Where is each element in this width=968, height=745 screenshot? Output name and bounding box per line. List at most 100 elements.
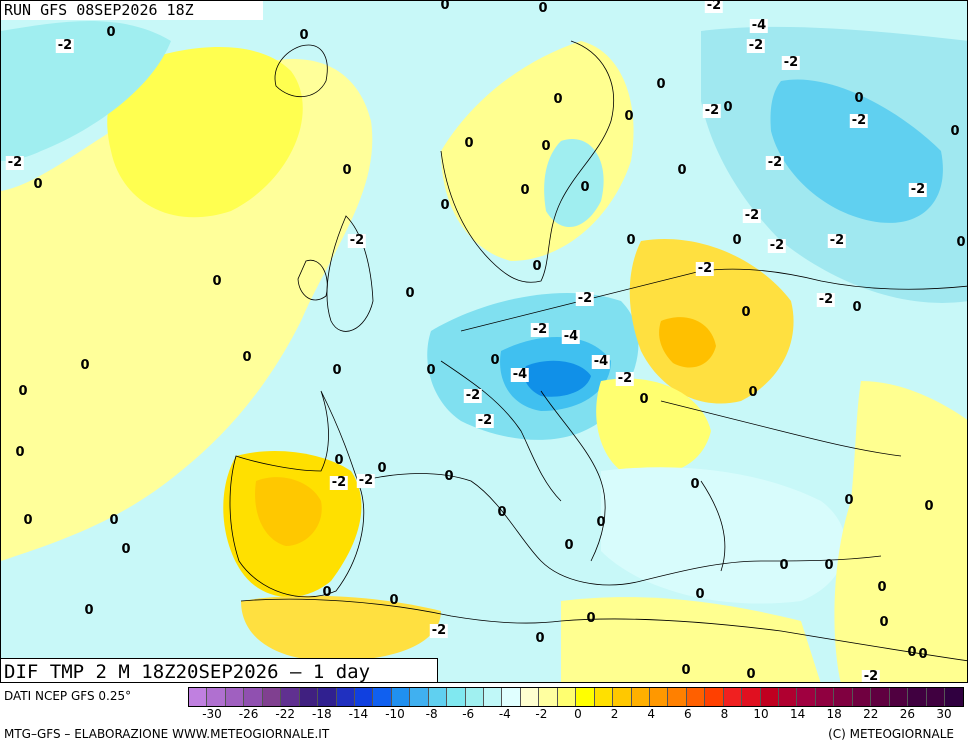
color-scale-swatch [668,688,687,706]
contour-label: 0 [950,124,960,139]
contour-label: 0 [440,0,450,13]
color-scale-tick-label: -30 [202,707,222,721]
contour-label: -2 [329,475,349,490]
contour-label: 0 [748,385,758,400]
contour-label: -2 [861,669,881,683]
color-scale-swatch [502,688,521,706]
color-scale-swatch [944,688,964,706]
color-scale-swatch [871,688,890,706]
contour-label: -2 [827,233,847,248]
color-scale-tick-label: 6 [683,707,692,721]
contour-label: 0 [342,163,352,178]
contour-label: -2 [704,0,724,13]
contour-label: 0 [779,558,789,573]
color-scale-swatch [594,688,614,706]
contour-label: 0 [723,100,733,115]
contour-label: 0 [464,136,474,151]
contour-label: 0 [389,593,399,608]
color-scale-tick-label: -18 [311,707,332,721]
color-scale-tick-label: -2 [535,707,548,721]
contour-label: 0 [746,667,756,682]
color-scale-swatch [557,688,577,706]
color-scale-swatch [336,688,355,706]
contour-label: 0 [626,233,636,248]
contour-label: 0 [741,305,751,320]
credit-right: (C) METEOGIORNALE [828,727,954,741]
color-scale-tick-label: -4 [498,707,511,721]
color-scale-tick-label: -26 [238,707,259,721]
contour-label: 0 [824,558,834,573]
field-title: DIF TMP 2 M 18Z20SEP2026 – 1 day [1,658,438,682]
color-scale-swatch [262,688,282,706]
contour-label: 0 [84,603,94,618]
contour-label: 0 [332,363,342,378]
contour-label: 0 [690,477,700,492]
contour-label: -2 [695,261,715,276]
color-scale-swatch [207,688,226,706]
color-scale-swatch [447,688,466,706]
contour-label: -4 [749,18,769,33]
contour-label: 0 [440,198,450,213]
contour-label: 0 [444,469,454,484]
color-scale-swatch [539,688,558,706]
contour-label: 0 [426,363,436,378]
color-scale-ticks: -30 -26 -22 -18 -14 -10 -8 -6 -4 -2 0 2 4 6 8 10 14 18 22 2… [188,707,968,725]
contour-label: -2 [429,623,449,638]
color-scale-swatch [926,688,945,706]
contour-label: -4 [591,354,611,369]
contour-label: 0 [580,180,590,195]
color-scale-tick-label: 14 [789,707,806,721]
contour-label: -2 [347,233,367,248]
contour-label: 0 [852,300,862,315]
contour-label: 0 [109,513,119,528]
color-scale-tick-label: 2 [610,707,619,721]
contour-label: 0 [106,25,116,40]
color-scale-swatch [318,688,337,706]
contour-label: -2 [746,38,766,53]
contour-label: -2 [765,155,785,170]
contour-label: 0 [33,177,43,192]
contour-label: 0 [732,233,742,248]
color-scale-tick-label: -8 [425,707,438,721]
contour-label: -2 [356,473,376,488]
contour-label: 0 [918,647,928,662]
color-scale-swatch [852,688,872,706]
contour-label: -2 [5,155,25,170]
contour-label: -2 [530,322,550,337]
contour-label: 0 [877,580,887,595]
contour-label: 0 [956,235,966,250]
contour-label: 0 [80,358,90,373]
contour-label: 0 [553,92,563,107]
contour-label: 0 [497,505,507,520]
color-scale-swatch [225,688,245,706]
color-scale-tick-label: 4 [647,707,656,721]
color-scale-swatch [189,688,208,706]
contour-label: 0 [334,453,344,468]
color-scale-bar [188,687,965,707]
color-scale-swatch [760,688,779,706]
color-scale-tick-label: 26 [899,707,916,721]
color-scale-swatch [484,688,503,706]
color-scale-swatch [244,688,263,706]
contour-label: -2 [742,208,762,223]
contour-label: 0 [596,515,606,530]
color-scale-swatch [576,688,595,706]
color-scale-swatch [520,688,540,706]
color-scale-tick-label: -14 [348,707,369,721]
contour-label: -2 [908,182,928,197]
contour-label: -2 [849,113,869,128]
color-scale-tick-label: 30 [936,707,952,721]
color-scale-tick-label: 0 [574,707,582,721]
contour-label: -4 [510,367,530,382]
contour-label: 0 [322,585,332,600]
color-scale-swatch [428,688,448,706]
contour-label: -2 [702,103,722,118]
contour-label: 0 [677,163,687,178]
color-scale-tick-label: -10 [385,707,405,721]
contour-label: 0 [656,77,666,92]
contour-label: 0 [541,139,551,154]
contour-label: 0 [639,392,649,407]
contour-label: 0 [854,91,864,106]
contour-label: 0 [490,353,500,368]
